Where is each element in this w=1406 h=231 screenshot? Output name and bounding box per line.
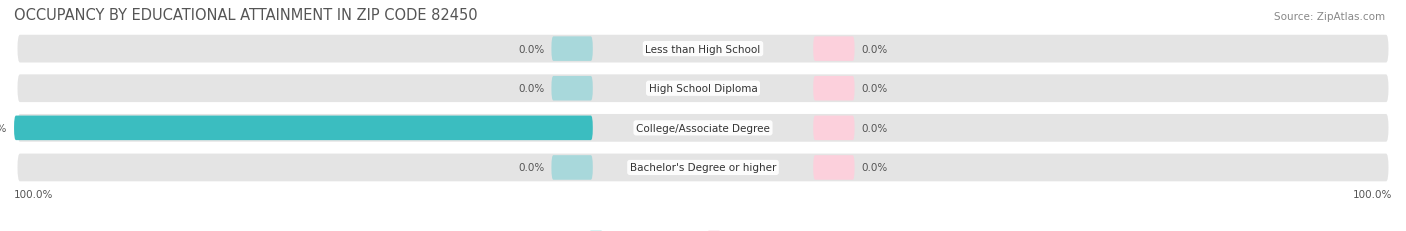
Text: OCCUPANCY BY EDUCATIONAL ATTAINMENT IN ZIP CODE 82450: OCCUPANCY BY EDUCATIONAL ATTAINMENT IN Z…: [14, 7, 478, 22]
FancyBboxPatch shape: [14, 116, 593, 140]
Text: Source: ZipAtlas.com: Source: ZipAtlas.com: [1274, 12, 1385, 21]
Text: 0.0%: 0.0%: [519, 44, 544, 54]
Text: 0.0%: 0.0%: [862, 163, 887, 173]
FancyBboxPatch shape: [813, 155, 855, 180]
Text: 0.0%: 0.0%: [519, 163, 544, 173]
FancyBboxPatch shape: [813, 116, 855, 140]
FancyBboxPatch shape: [17, 154, 1389, 182]
Text: Less than High School: Less than High School: [645, 44, 761, 54]
FancyBboxPatch shape: [17, 36, 1389, 63]
Text: 0.0%: 0.0%: [862, 44, 887, 54]
Legend: Owner-occupied, Renter-occupied: Owner-occupied, Renter-occupied: [586, 226, 820, 231]
FancyBboxPatch shape: [551, 155, 593, 180]
FancyBboxPatch shape: [17, 75, 1389, 103]
Text: 100.0%: 100.0%: [1353, 189, 1392, 199]
Text: 0.0%: 0.0%: [862, 84, 887, 94]
Text: 0.0%: 0.0%: [862, 123, 887, 133]
FancyBboxPatch shape: [813, 37, 855, 62]
Text: 100.0%: 100.0%: [14, 189, 53, 199]
Text: College/Associate Degree: College/Associate Degree: [636, 123, 770, 133]
FancyBboxPatch shape: [17, 115, 1389, 142]
Text: Bachelor's Degree or higher: Bachelor's Degree or higher: [630, 163, 776, 173]
FancyBboxPatch shape: [551, 37, 593, 62]
Text: 100.0%: 100.0%: [0, 123, 7, 133]
FancyBboxPatch shape: [551, 77, 593, 101]
Text: High School Diploma: High School Diploma: [648, 84, 758, 94]
FancyBboxPatch shape: [813, 77, 855, 101]
Text: 0.0%: 0.0%: [519, 84, 544, 94]
